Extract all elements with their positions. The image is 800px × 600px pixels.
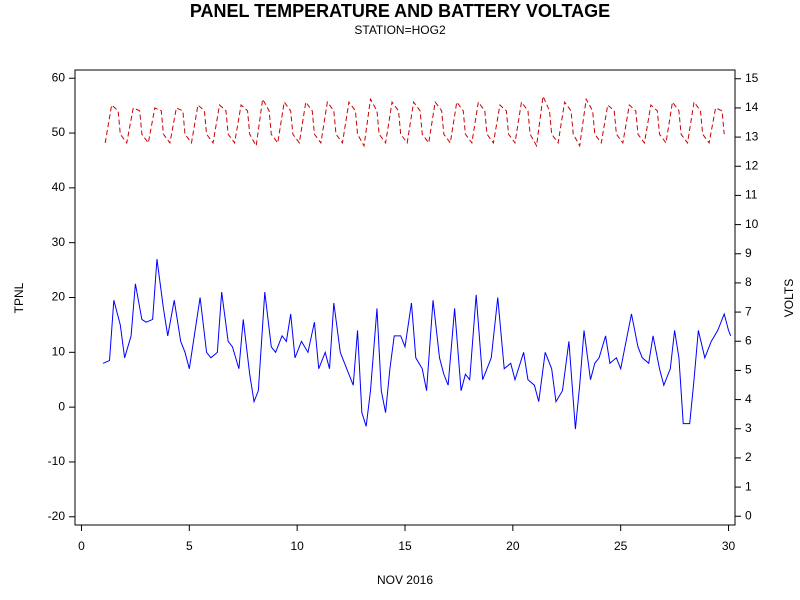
y-tick-label: -10 [48, 454, 66, 468]
data-line [102, 259, 732, 430]
y-axis-label: TPNL [12, 282, 26, 313]
y2-tick-label: 15 [745, 71, 759, 85]
y2-tick-label: 12 [745, 158, 759, 172]
x-tick-label: 30 [722, 539, 736, 553]
x-tick-label: 15 [398, 539, 412, 553]
y2-tick-label: 7 [745, 304, 752, 318]
y2-tick-label: 2 [745, 450, 752, 464]
y2-tick-label: 9 [745, 246, 752, 260]
y-tick-label: 50 [52, 125, 66, 139]
y2-axis-label: VOLTS [782, 279, 796, 317]
x-tick-label: 20 [506, 539, 520, 553]
y2-tick-label: 11 [745, 188, 758, 202]
y-tick-label: 0 [58, 399, 65, 413]
y2-tick-label: 3 [745, 421, 752, 435]
data-line [104, 94, 725, 148]
chart-subtitle: STATION=HOG2 [354, 23, 446, 37]
y2-tick-label: 1 [745, 479, 752, 493]
x-tick-label: 10 [290, 539, 304, 553]
x-tick-label: 25 [614, 539, 628, 553]
x-tick-label: 5 [186, 539, 193, 553]
x-tick-label: 0 [78, 539, 85, 553]
y2-tick-label: 13 [745, 129, 759, 143]
y2-tick-label: 0 [745, 508, 752, 522]
y-tick-label: 40 [52, 180, 66, 194]
y-tick-label: 30 [52, 235, 66, 249]
y-tick-label: -20 [48, 509, 66, 523]
x-axis-label: NOV 2016 [377, 573, 433, 587]
y-tick-label: 20 [52, 290, 66, 304]
y2-tick-label: 14 [745, 100, 759, 114]
y2-tick-label: 4 [745, 392, 752, 406]
y-tick-label: 60 [52, 70, 66, 84]
y2-tick-label: 8 [745, 275, 752, 289]
y-tick-label: 10 [52, 344, 66, 358]
chart-title: PANEL TEMPERATURE AND BATTERY VOLTAGE [190, 1, 610, 21]
y2-tick-label: 5 [745, 363, 752, 377]
y2-tick-label: 10 [745, 217, 759, 231]
plot-frame [74, 69, 736, 526]
y2-tick-label: 6 [745, 333, 752, 347]
